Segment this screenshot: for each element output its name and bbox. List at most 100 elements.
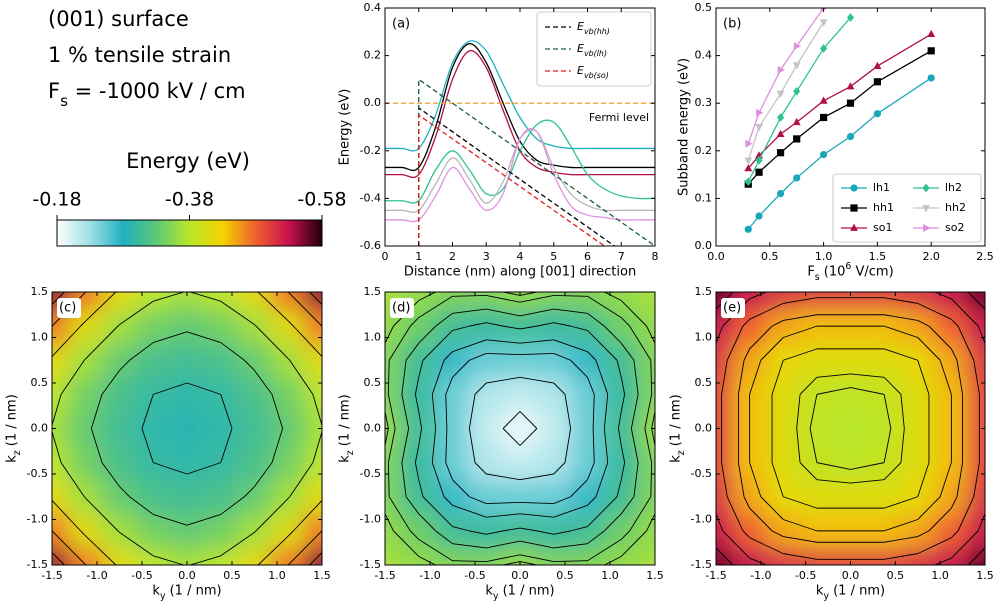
heatmap-cell xyxy=(401,376,437,412)
contours xyxy=(52,292,322,565)
x-tick-label: 0.5 xyxy=(887,569,905,582)
contour-line xyxy=(884,553,918,560)
contour-line xyxy=(422,496,453,527)
contour-line xyxy=(486,513,521,518)
heatmap-cell xyxy=(833,376,868,412)
legend-label: lh1 xyxy=(873,181,890,194)
y-tick-label: -0.5 xyxy=(27,467,48,480)
contour-line xyxy=(271,428,284,463)
panel-label: (e) xyxy=(723,301,741,316)
panel-label-box xyxy=(390,298,414,318)
line xyxy=(747,21,825,161)
heatmap-cell xyxy=(435,479,470,515)
contour-line xyxy=(435,312,453,327)
contour-line xyxy=(816,479,851,484)
heatmap-cell xyxy=(833,292,868,310)
marker xyxy=(744,157,753,165)
contour-line xyxy=(401,360,407,395)
line xyxy=(385,128,655,223)
contour-line xyxy=(119,486,130,498)
marker xyxy=(776,129,785,138)
colorbar-title: Energy (eV) xyxy=(126,149,250,173)
contour-line xyxy=(519,339,554,344)
heatmap-cell xyxy=(401,445,437,481)
heatmap-cell xyxy=(468,445,504,481)
contour-line xyxy=(519,411,538,429)
heatmap-cell xyxy=(967,308,985,344)
contour-line xyxy=(587,539,622,562)
heatmap-cell xyxy=(799,292,835,310)
heatmap-cell xyxy=(637,410,655,447)
contour-line xyxy=(749,325,773,350)
heatmap-cell xyxy=(866,479,902,515)
contour-line xyxy=(771,320,784,327)
contour-line xyxy=(418,292,436,301)
heatmap-cell xyxy=(52,547,70,565)
y-axis-label: Energy (eV) xyxy=(338,89,353,166)
contour-line xyxy=(486,322,504,327)
contour-line xyxy=(486,339,521,344)
contour-line xyxy=(387,394,396,429)
heatmap-cell xyxy=(502,445,538,481)
contour-line xyxy=(939,360,952,395)
contour-line xyxy=(917,462,930,497)
colorbar xyxy=(56,219,323,247)
contour-line xyxy=(799,462,818,481)
contour-line xyxy=(850,462,885,470)
heatmap-cell xyxy=(385,445,403,481)
heatmap-cell xyxy=(536,445,572,481)
x-tick-label: 2 xyxy=(449,250,456,263)
heatmap-cell xyxy=(203,513,239,549)
contour-line xyxy=(60,359,85,395)
heatmap-cell xyxy=(435,376,470,412)
heatmap-cell xyxy=(102,410,137,447)
contour-line xyxy=(153,292,185,302)
x-tick-label: 0.0 xyxy=(842,569,860,582)
contour-line xyxy=(646,513,655,532)
contour-line xyxy=(917,360,930,395)
contour-line xyxy=(816,462,851,470)
heatmap-cell xyxy=(765,547,801,565)
heatmap-cell xyxy=(934,308,969,344)
colorbar-tick-label: -0.38 xyxy=(165,189,214,211)
heatmap-cell xyxy=(270,445,306,481)
contour-line xyxy=(783,325,818,338)
heatmap-cell xyxy=(716,376,734,412)
heatmap-cell xyxy=(169,342,205,378)
heatmap-cell xyxy=(237,445,272,481)
contour-line xyxy=(452,339,487,353)
contour-line xyxy=(553,560,588,563)
contour-line xyxy=(884,297,918,304)
contour-line xyxy=(743,496,751,509)
heatmap-cell xyxy=(169,376,205,412)
contour-line xyxy=(312,394,322,426)
contour-line xyxy=(385,325,394,344)
panel-label-box xyxy=(721,298,745,318)
contour-line xyxy=(519,561,537,565)
y-tick-label: -1.5 xyxy=(360,558,381,571)
heatmap-cell xyxy=(934,479,969,515)
heatmap-cell xyxy=(102,513,137,549)
contour-line xyxy=(617,428,622,446)
contour-line xyxy=(796,428,801,463)
contour-line xyxy=(117,324,120,327)
heatmap-cell xyxy=(866,292,902,310)
contour-line xyxy=(387,360,390,395)
heatmap-cell xyxy=(637,445,655,481)
contour-line xyxy=(409,317,420,327)
x-tick-label: 1.5 xyxy=(646,569,664,582)
marker xyxy=(776,149,785,157)
heatmap-cell xyxy=(68,479,104,515)
contour-line xyxy=(418,428,423,446)
marker xyxy=(820,113,828,122)
marker xyxy=(792,62,801,70)
x-tick-label: -1.0 xyxy=(419,569,440,582)
panel-label: (a) xyxy=(392,17,410,32)
contour-line xyxy=(186,331,221,343)
contour-line xyxy=(468,394,476,429)
contour-line xyxy=(553,339,588,353)
heatmap-cell xyxy=(304,410,322,447)
contour-line xyxy=(153,331,188,343)
legend-marker xyxy=(922,205,930,213)
contour-line xyxy=(617,411,622,429)
